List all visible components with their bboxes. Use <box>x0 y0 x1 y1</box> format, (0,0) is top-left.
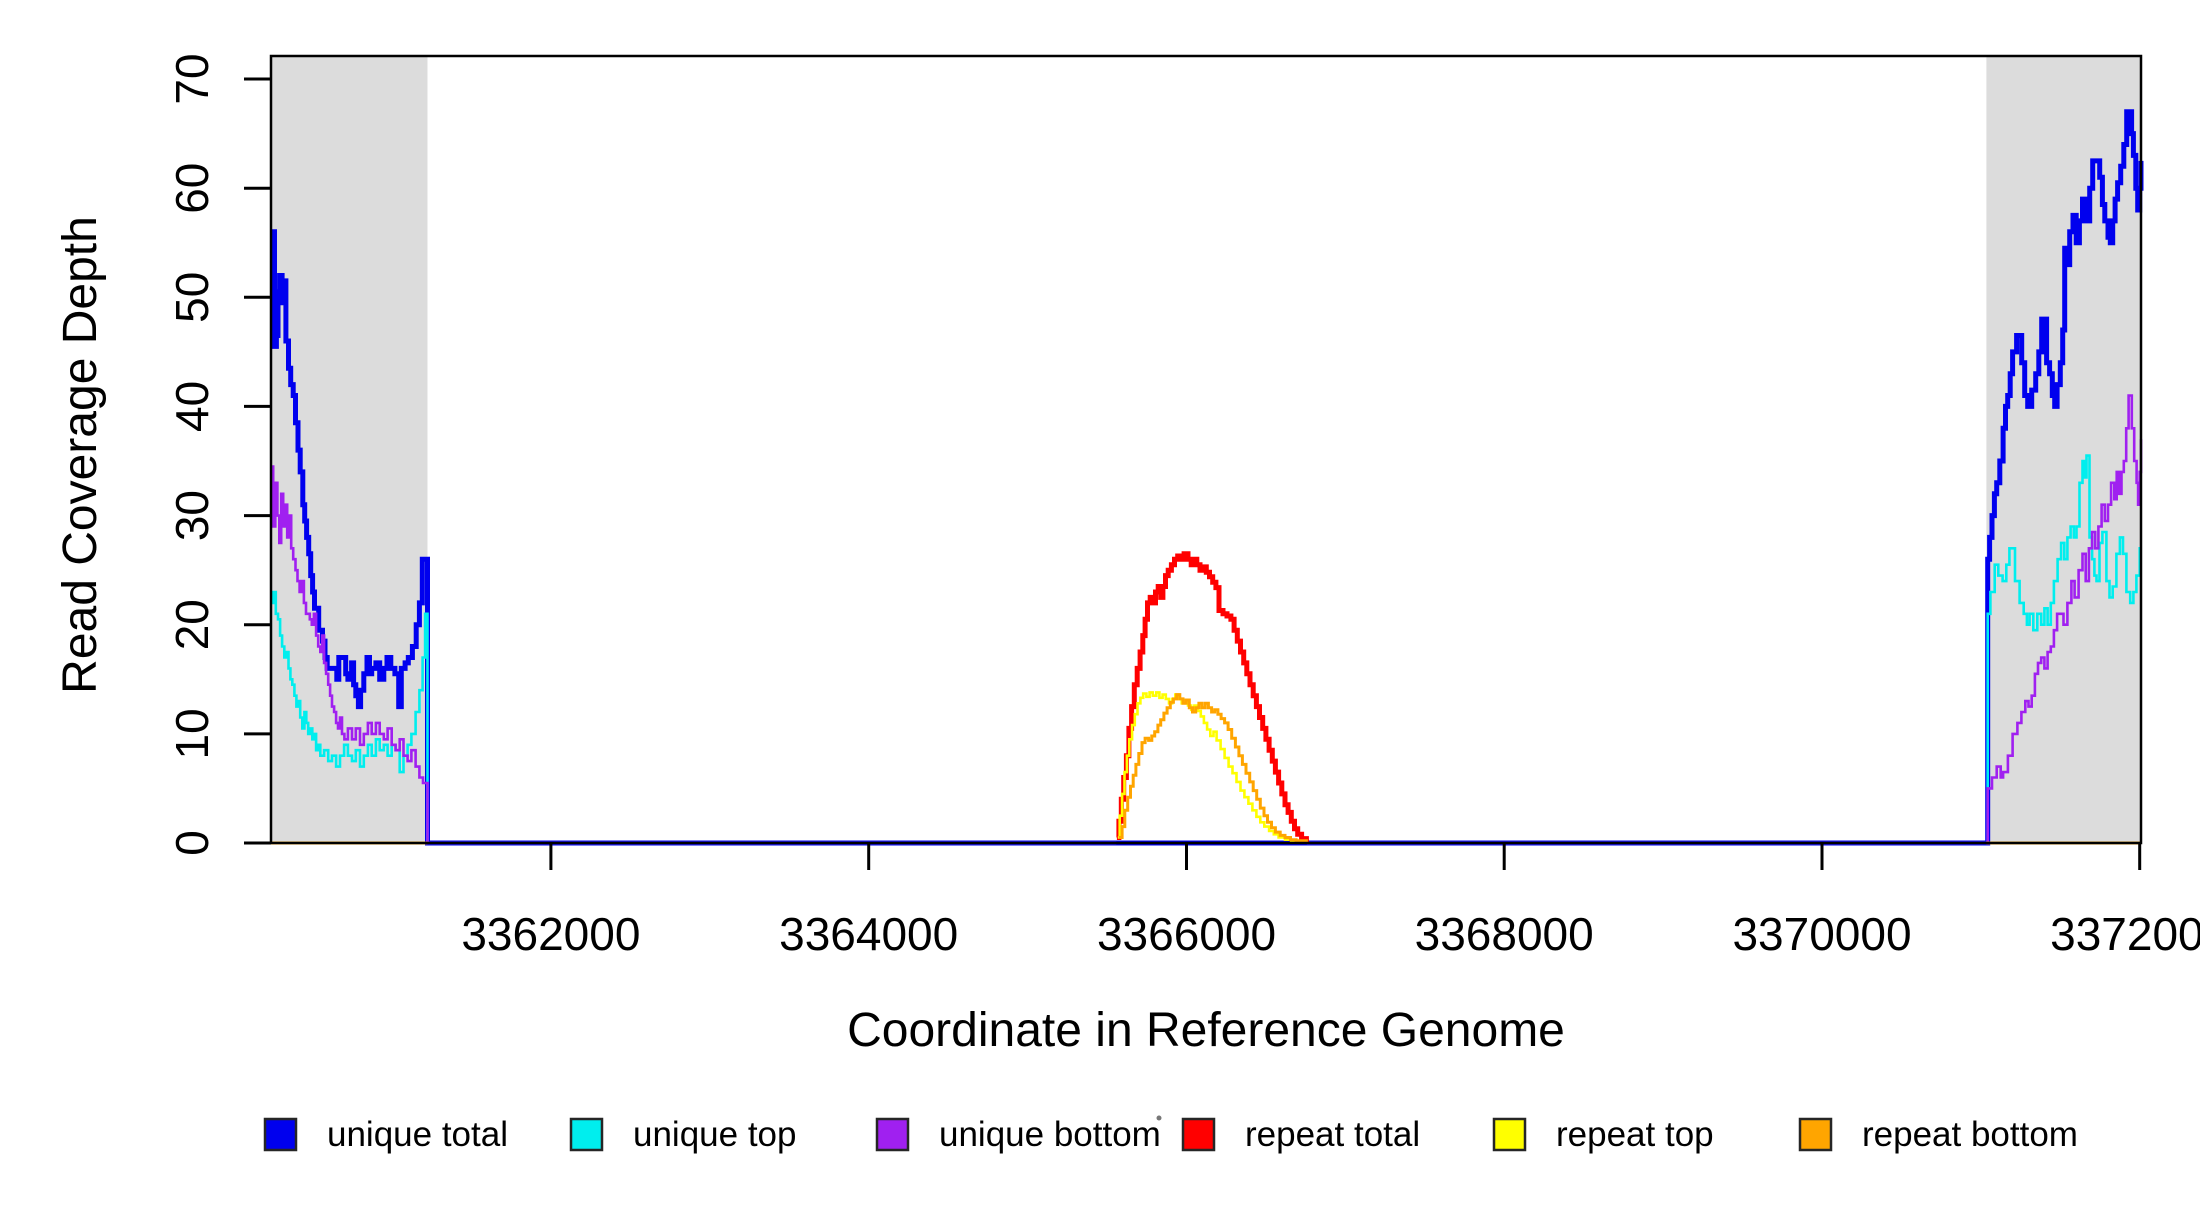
x-tick-label: 3366000 <box>1097 908 1276 960</box>
legend-swatch-repeat-bottom <box>1798 1117 1833 1152</box>
y-tick-label: 70 <box>166 53 218 104</box>
x-tick-label: 3364000 <box>779 908 958 960</box>
y-tick-label: 40 <box>166 381 218 432</box>
legend-label-unique-top: unique top <box>633 1115 796 1154</box>
unique-region-bands <box>271 56 2141 843</box>
plot-border <box>269 54 2143 845</box>
x-tick-label: 3370000 <box>1732 908 1911 960</box>
legend-swatch-repeat-top <box>1492 1117 1527 1152</box>
legend-label-unique-total: unique total <box>327 1115 508 1154</box>
series-repeat-total <box>1116 551 1309 843</box>
x-axis: 3362000 3364000 3366000 3368000 3370000 33720… <box>461 843 2200 960</box>
legend-label-repeat-top: repeat top <box>1556 1115 1714 1154</box>
left-unique-region <box>271 56 428 843</box>
series-unique-bottom <box>271 394 2143 845</box>
series-repeat-bottom <box>1118 693 1308 843</box>
y-tick-label: 10 <box>166 708 218 759</box>
legend-label-unique-bottom: unique bottom <box>939 1115 1161 1154</box>
stray-mark <box>1156 1115 1162 1121</box>
legend: unique total unique top unique bottom repea… <box>263 1115 2078 1154</box>
legend-swatch-unique-top <box>569 1117 604 1152</box>
y-tick-label: 60 <box>166 163 218 214</box>
x-axis-title: Coordinate in Reference Genome <box>847 1004 1565 1057</box>
series-unique-top <box>271 454 2141 845</box>
x-tick-label: 3368000 <box>1415 908 1594 960</box>
legend-label-repeat-bottom: repeat bottom <box>1862 1115 2078 1154</box>
y-tick-label: 20 <box>166 599 218 650</box>
y-axis: 0 10 20 30 40 50 60 70 <box>166 53 271 856</box>
x-tick-label: 3362000 <box>461 908 640 960</box>
y-tick-label: 50 <box>166 272 218 323</box>
legend-swatch-repeat-total <box>1181 1117 1216 1152</box>
legend-label-repeat-total: repeat total <box>1245 1115 1420 1154</box>
y-axis-title: Read Coverage Depth <box>54 216 107 694</box>
y-tick-label: 30 <box>166 490 218 541</box>
legend-swatch-unique-bottom <box>875 1117 910 1152</box>
y-tick-label: 0 <box>166 830 218 856</box>
legend-swatch-unique-total <box>263 1117 298 1152</box>
right-unique-region <box>1986 56 2141 843</box>
